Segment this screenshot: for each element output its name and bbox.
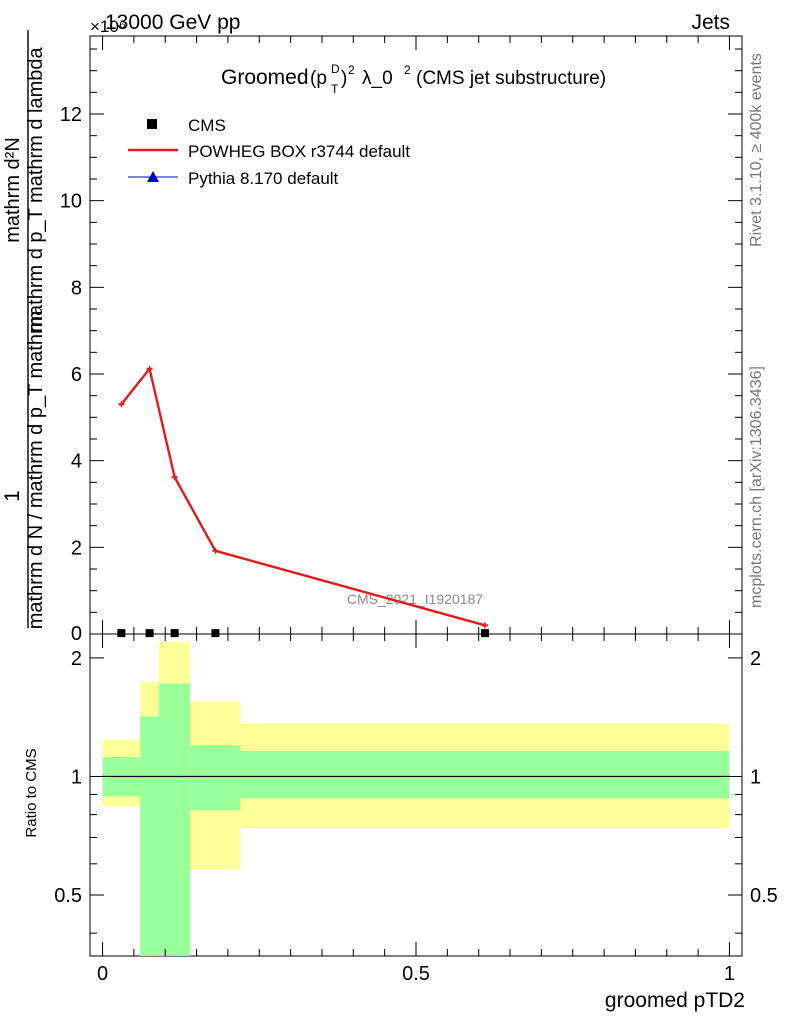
ratio-y-tick-label-right: 0.5 [750,885,778,907]
energy-label: 13000 GeV pp [105,11,240,34]
analysis-watermark: CMS_2021_I1920187 [347,591,483,607]
plot-title-paren-close: ) [341,68,347,89]
ratio-y-tick-label-left: 1 [71,766,82,788]
main-y-tick-label: 2 [71,537,82,559]
cms-data-point [170,629,179,638]
plot-title-sub-t: T [331,82,339,96]
rivet-label: Rivet 3.1.10, ≥ 400k events [748,53,765,247]
cms-data-point [480,629,489,638]
ratio-bands [102,641,730,956]
legend-pythia-marker [147,171,159,182]
main-y-tick-label: 4 [71,451,82,473]
main-y-axis-label: 1 mathrm d²N mathrm d p_T mathrm d lambd… [1,30,47,629]
cms-data-point [145,629,154,638]
scale-exponent-label: ×10⁶ [90,17,126,36]
y-label-numerator: mathrm d²N [2,137,24,243]
ratio-x-tick-label: 0 [97,963,108,985]
powheg-line [120,366,486,627]
plot-title-paren-open: (p [310,68,327,89]
ratio-x-tick-label: 1 [724,963,735,985]
legend-cms-marker [147,119,157,129]
plot-title-sup-d: D [331,62,340,76]
category-label: Jets [691,11,730,34]
ratio-y-tick-label-left: 2 [71,648,82,670]
main-y-tick-label: 12 [60,104,82,126]
plot-title-sup-2b: 2 [404,63,411,77]
main-y-tick-label: 8 [71,277,82,299]
ratio-y-tick-label-left: 0.5 [54,885,82,907]
plot-title-rest: λ_0 [362,68,393,89]
mcplots-label: mcplots.cern.ch [arXiv:1306.3436] [748,366,765,608]
main-axis-ticks: 2 4 6 8 10 12 0 [60,36,742,645]
main-y-tick-label-zero: 0 [71,623,82,645]
y-label-denominator-top: mathrm d p_T mathrm d lambda [25,46,47,332]
stat-uncertainty-band-4 [240,751,730,799]
cms-data-point [117,629,126,638]
ratio-y-axis-label: Ratio to CMS [23,748,40,837]
legend: CMS POWHEG BOX r3744 default Pythia 8.170 … [128,116,410,188]
ratio-axis-ticks: 0.5 0.5 1 1 2 2 0 0.5 1 [54,634,778,985]
cms-data-point [211,629,220,638]
plot-title-sup-2a: 2 [348,63,355,77]
legend-entry-label: Pythia 8.170 default [188,169,339,188]
plot-title-main: Groomed [221,66,309,89]
stat-uncertainty-band-2 [158,683,191,956]
main-y-tick-label: 6 [71,364,82,386]
legend-entry-label: POWHEG BOX r3744 default [188,142,410,161]
ratio-y-tick-label-right: 1 [750,766,761,788]
legend-entry-label: CMS [188,116,226,135]
main-y-tick-label: 10 [60,191,82,213]
plot-title-tail: (CMS jet substructure) [416,68,606,89]
ratio-y-tick-label-right: 2 [750,648,761,670]
plot-title: Groomed (p T D ) 2 λ_0 2 (CMS jet substr… [221,62,606,96]
stat-uncertainty-band-1 [140,716,159,956]
ratio-x-tick-label: 0.5 [402,963,430,985]
stat-uncertainty-band-3 [190,745,241,811]
series-layer [117,365,489,638]
y-label-denominator: mathrm d N / mathrm d p_T mathrm [25,311,47,630]
x-axis-label: groomed pTD2 [605,989,745,1012]
y-label-prefix: 1 [1,490,24,502]
